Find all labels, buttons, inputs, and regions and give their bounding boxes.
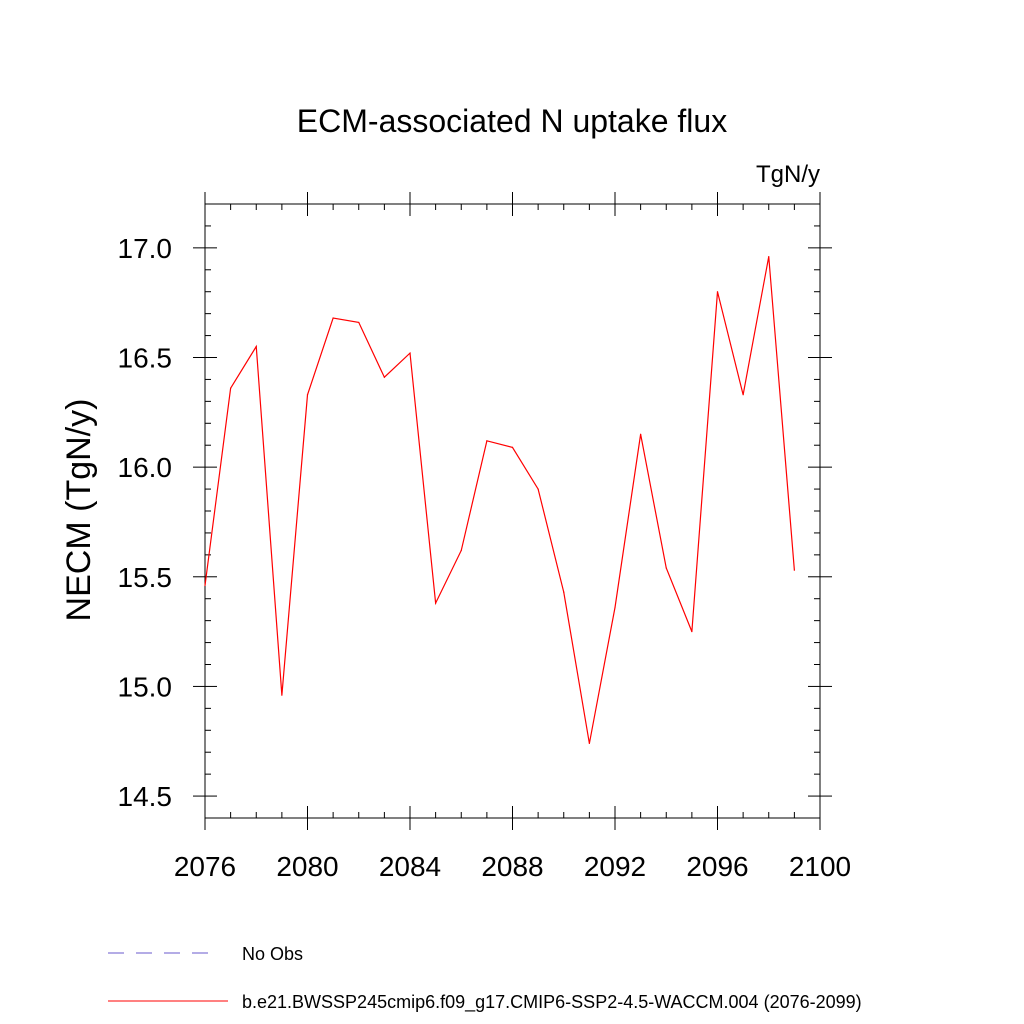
data-point [486,440,488,442]
y-axis-label: NECM (TgN/y) [60,399,98,622]
data-point [716,291,719,293]
data-point [383,376,385,378]
series-line [204,256,795,744]
x-tick-label: 2088 [481,851,543,882]
data-point [563,591,565,593]
data-point [435,602,437,604]
data-point [614,606,616,609]
data-point [230,387,232,389]
data-point [306,394,309,396]
legend-label: b.e21.BWSSP245cmip6.f09_g17.CMIP6-SSP2-4… [242,992,862,1013]
data-point [255,345,257,348]
series-group [204,256,795,745]
y-tick-label: 17.0 [118,233,173,264]
data-point [358,321,360,324]
x-tick-label: 2096 [686,851,748,882]
legend: No Obs b.e21.BWSSP245cmip6.f09_g17.CMIP6-… [108,944,862,1013]
y-tick-label: 16.0 [118,452,173,483]
data-point [409,352,411,354]
data-point [768,256,770,258]
x-axis-ticks: 2076 2080 2084 2088 2092 2096 2100 [174,192,851,882]
data-point [204,584,206,587]
y-axis-ticks: 14.5 15.0 15.5 16.0 16.5 17.0 [118,203,832,819]
data-point [281,694,283,696]
x-tick-label: 2084 [379,851,441,882]
data-point [588,742,590,745]
data-point [460,549,462,552]
chart-title: ECM-associated N uptake flux [297,103,727,139]
x-tick-label: 2076 [174,851,236,882]
data-point [332,317,334,319]
y-tick-label: 15.5 [118,562,173,593]
legend-label: No Obs [242,944,303,964]
x-tick-label: 2100 [789,851,851,882]
y-tick-label: 15.0 [118,671,173,702]
data-point [640,433,642,435]
data-point [742,394,744,396]
data-point [691,631,693,633]
data-point [511,446,514,449]
units-label: TgN/y [756,161,820,188]
data-point [793,569,795,571]
y-tick-label: 16.5 [118,343,173,374]
x-tick-label: 2080 [276,851,338,882]
x-tick-label: 2092 [584,851,646,882]
data-point [665,567,667,569]
y-tick-label: 14.5 [118,781,173,812]
data-point [537,488,539,490]
